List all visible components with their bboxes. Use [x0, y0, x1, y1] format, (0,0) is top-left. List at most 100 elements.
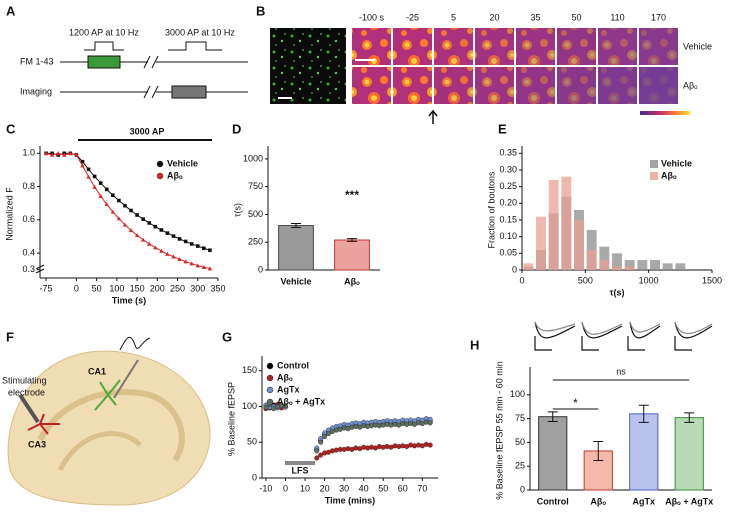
marker — [189, 261, 194, 266]
time-label: -100 s — [359, 12, 385, 22]
y-tick-label: 500 — [248, 209, 263, 219]
imaging-box — [171, 85, 207, 99]
x-tick-label: 20 — [320, 483, 330, 493]
marker — [195, 263, 200, 268]
marker — [92, 184, 97, 189]
ca1-neuron — [94, 379, 121, 411]
histogram-bar — [548, 180, 559, 270]
hippocampus-diagram — [7, 336, 211, 506]
panel-label: F — [6, 329, 14, 344]
error-bar — [547, 411, 558, 422]
legend-label: Aβₒ — [277, 372, 293, 382]
y-tick-label: 1000 — [243, 153, 263, 163]
marker — [128, 228, 134, 233]
significance: * — [573, 396, 578, 410]
legend-marker — [266, 398, 274, 406]
annotation: LFS — [292, 465, 309, 475]
fm-image — [270, 28, 346, 104]
x-tick-label: Aβₒ — [344, 276, 360, 286]
x-axis-label: Time (s) — [112, 295, 146, 305]
image-tile — [352, 28, 391, 65]
marker — [189, 242, 194, 246]
x-tick-label: 350 — [210, 283, 225, 293]
marker — [322, 434, 328, 440]
recording-electrode — [113, 359, 139, 399]
histogram-bar — [536, 216, 546, 270]
x-tick-label: Control — [537, 496, 569, 506]
histogram-bar — [599, 260, 610, 270]
marker — [171, 254, 176, 259]
marker — [201, 264, 207, 269]
bar — [334, 239, 370, 271]
marker — [141, 217, 145, 221]
histogram-bar — [624, 266, 635, 270]
image-tile — [516, 28, 555, 65]
marker — [56, 151, 61, 156]
marker — [135, 213, 139, 217]
fade-overlay — [639, 67, 678, 104]
stimulus-label: 3000 AP at 10 Hz — [165, 27, 235, 37]
image-grid — [352, 28, 678, 104]
trace — [534, 321, 576, 339]
y-tick-label: 0 — [258, 264, 263, 274]
trace — [674, 321, 713, 335]
x-tick-label: 30 — [339, 483, 349, 493]
row-label: Vehicle — [683, 41, 712, 51]
marker — [183, 239, 188, 244]
legend-label: Control — [277, 360, 309, 370]
marker — [153, 224, 158, 229]
time-label: -25 — [406, 12, 419, 22]
legend-marker — [156, 160, 164, 168]
marker — [116, 216, 122, 221]
legend-swatch — [650, 160, 658, 168]
x-tick-label: 0 — [519, 275, 524, 285]
histogram-bar — [599, 246, 610, 270]
x-tick-label: 0 — [74, 283, 79, 293]
marker — [427, 420, 433, 426]
marker — [92, 174, 97, 179]
marker — [68, 151, 73, 156]
marker — [122, 222, 128, 227]
x-tick-label: Aβₒ — [590, 496, 606, 506]
marker — [208, 248, 212, 253]
x-tick-label: Vehicle — [280, 276, 311, 286]
histogram-bar — [586, 250, 597, 270]
slice — [7, 350, 211, 506]
panel-label: A — [6, 3, 16, 18]
x-axis-label: τ(s) — [609, 287, 624, 297]
fade-overlay — [557, 67, 596, 104]
legend-label: Aβₒ + AgTx — [277, 396, 325, 406]
significance: ns — [616, 366, 626, 376]
y-axis-label: Fraction of boutons — [486, 171, 496, 249]
marker — [98, 181, 103, 185]
stimulus-pulse — [168, 41, 222, 51]
error-bar — [347, 238, 357, 242]
bar — [278, 225, 314, 271]
marker — [427, 442, 433, 448]
y-tick-label: 0.25 — [499, 181, 517, 191]
image-tile — [434, 67, 473, 104]
region-label: CA1 — [88, 366, 106, 376]
fade-overlay — [434, 28, 473, 65]
x-tick-label: -10 — [259, 483, 272, 493]
legend-marker — [266, 362, 274, 370]
marker — [86, 174, 91, 179]
marker — [117, 198, 121, 203]
marker — [207, 266, 213, 271]
marker — [80, 159, 85, 164]
legend-label: Vehicle — [167, 158, 198, 168]
stimulus-arrow — [428, 109, 438, 124]
histogram-bar — [612, 253, 622, 270]
trace — [581, 321, 623, 339]
series-line — [45, 152, 211, 270]
trace — [629, 321, 661, 333]
image-tile — [516, 67, 555, 104]
marker — [318, 452, 324, 458]
fade-overlay — [434, 67, 473, 104]
fade-overlay — [475, 28, 514, 65]
y-tick-label: 0.3 — [22, 264, 35, 274]
y-tick-label: 0 — [520, 484, 525, 494]
fade-overlay — [516, 67, 555, 104]
y-tick-label: 0.10 — [499, 231, 517, 241]
